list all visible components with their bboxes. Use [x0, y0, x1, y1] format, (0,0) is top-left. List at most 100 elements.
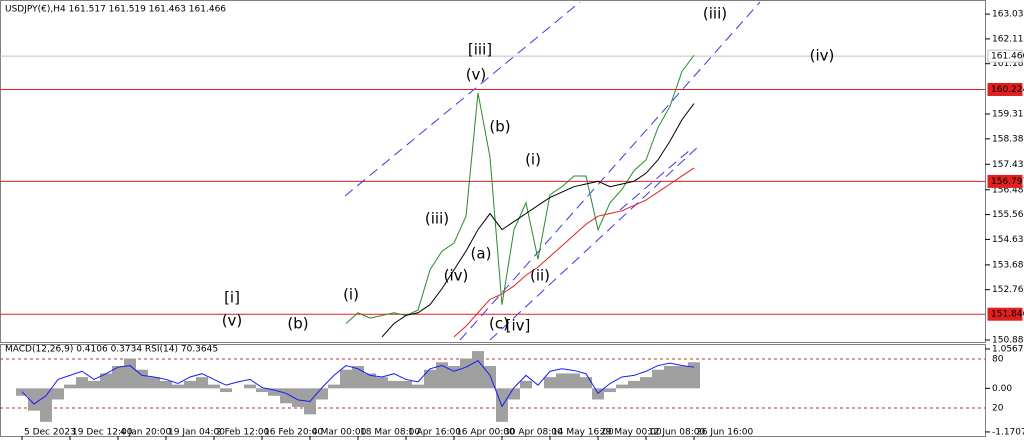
y-tick-label: 163.035 — [992, 10, 1024, 20]
wave-label: (b) — [287, 315, 308, 333]
wave-label: (a) — [471, 245, 492, 263]
y-tick-label: 157.435 — [992, 160, 1024, 170]
y-tick-label: 159.31 — [992, 110, 1024, 120]
wave-label: (b) — [489, 118, 510, 136]
y-tick-label: 152.76 — [992, 285, 1024, 295]
x-tick-label: 1 Apr 16:00 — [408, 428, 461, 438]
x-tick-label: 16 Feb 20:00 — [264, 428, 323, 438]
y-tick-label: 154.635 — [992, 235, 1024, 245]
level-label: 161.466 — [991, 52, 1024, 62]
level-label: 156.797 — [991, 177, 1024, 187]
level-tag — [987, 174, 1023, 188]
y-tick-label: 162.11 — [992, 34, 1024, 44]
wave-label: (i) — [525, 151, 541, 169]
wave-label: (iv) — [810, 47, 835, 65]
macd-bar — [292, 388, 304, 407]
y-tick-label: -1.1707 — [992, 427, 1024, 437]
level-label: 151.846 — [991, 310, 1024, 320]
macd-bar — [40, 388, 52, 422]
macd-bar — [412, 384, 424, 389]
macd-bar — [400, 380, 412, 389]
macd-bar — [208, 384, 220, 389]
macd-bar — [316, 388, 328, 400]
line — [345, 54, 695, 324]
y-tick-label: 0.00 — [992, 384, 1012, 394]
macd-bar — [472, 351, 484, 389]
macd-bar — [388, 380, 400, 389]
wave-label: [iii] — [468, 41, 492, 59]
level-label: 160.224 — [991, 85, 1024, 95]
macd-bar — [124, 358, 136, 389]
macd-bar — [376, 377, 388, 389]
macd-bar — [112, 365, 124, 389]
indicator-title: MACD(12,26,9) 0.4106 0.3734 RSI(14) 70.3… — [5, 345, 218, 355]
macd-bar — [448, 365, 460, 389]
macd-bar — [676, 365, 688, 389]
macd-bar — [256, 388, 268, 393]
macd-bar — [556, 373, 568, 389]
macd-bar — [628, 380, 640, 389]
x-tick-label: 19 Jan 04:00 — [168, 428, 225, 438]
x-tick-label: 12 Jun 08:00 — [648, 428, 705, 438]
macd-bar — [244, 384, 256, 389]
line — [381, 103, 695, 338]
macd-bar — [508, 388, 520, 400]
histogram — [16, 351, 700, 422]
macd-bar — [364, 373, 376, 389]
wave-label: (iii) — [425, 210, 449, 228]
macd-bar — [160, 380, 172, 389]
series — [21, 360, 695, 408]
macd-bar — [196, 377, 208, 389]
macd-bar — [616, 384, 628, 389]
macd-bar — [436, 362, 448, 389]
y-tick-label: 150.885 — [992, 335, 1024, 345]
y2-tick-label: 20 — [992, 404, 1004, 414]
macd-bar — [664, 365, 676, 389]
wave-label: (iv) — [444, 267, 469, 285]
macd-bar — [88, 380, 100, 389]
macd-bar — [220, 388, 232, 393]
macd-bar — [568, 373, 580, 389]
wave-label: [iv] — [506, 317, 531, 335]
macd-bar — [640, 377, 652, 389]
y-tick-label: 156.485 — [992, 185, 1024, 195]
macd-bar — [268, 388, 280, 396]
macd-bar — [28, 388, 40, 411]
macd-bar — [148, 377, 160, 389]
x-tick-label: 29 May 00:00 — [600, 428, 662, 438]
macd-bar — [520, 380, 532, 389]
macd-bar — [580, 377, 592, 389]
x-tick-label: 16 Apr 00:00 — [456, 428, 515, 438]
macd-bar — [52, 388, 64, 400]
level-tag — [987, 82, 1023, 96]
y-tick-label: 1.0567 — [992, 344, 1024, 354]
macd-bar — [328, 384, 340, 389]
y-tick-label: 153.685 — [992, 260, 1024, 270]
macd-bar — [544, 377, 556, 389]
x-tick-label: 4 Mar 00:00 — [312, 428, 367, 438]
macd-bar — [352, 365, 364, 389]
line — [453, 167, 695, 338]
sub-frame — [0, 344, 986, 437]
macd-bar — [172, 384, 184, 389]
macd-bar — [604, 388, 616, 393]
macd-bar — [100, 373, 112, 389]
wave-label: (v) — [466, 66, 487, 84]
wave-label: (v) — [222, 312, 243, 330]
wave-label: (i) — [343, 286, 359, 304]
y2-tick-label: 80 — [992, 355, 1004, 365]
channel-lines — [344, 1, 761, 341]
x-tick-label: 5 Dec 2023 — [24, 428, 76, 438]
line — [21, 360, 695, 408]
macd-bar — [340, 369, 352, 389]
wave-label: [i] — [224, 289, 240, 307]
x-tick-label: 4 Jan 20:00 — [120, 428, 172, 438]
y-tick-label: 155.56 — [992, 210, 1024, 220]
macd-bar — [64, 384, 76, 389]
x-tick-label: 19 Dec 12:00 — [72, 428, 133, 438]
x-tick-label: 2 Feb 12:00 — [216, 428, 270, 438]
macd-bar — [76, 377, 88, 389]
series — [453, 167, 695, 338]
macd-bar — [688, 362, 700, 389]
x-tick-label: 14 May 16:00 — [552, 428, 614, 438]
